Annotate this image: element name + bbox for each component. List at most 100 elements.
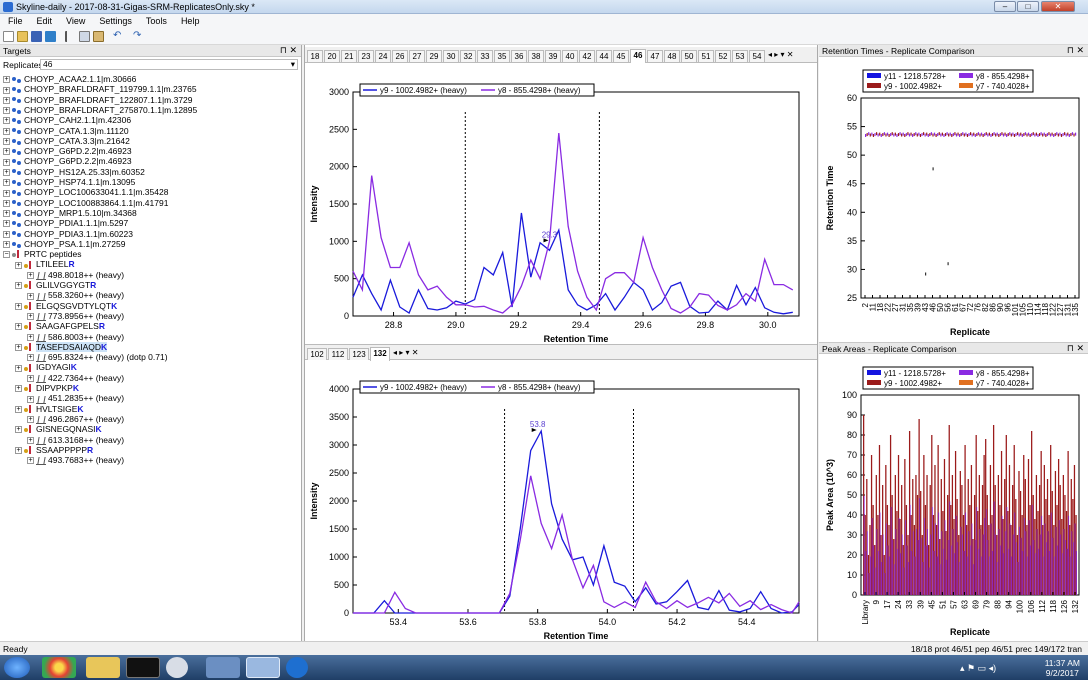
pin-icon[interactable]: ⊓ ✕: [1066, 343, 1084, 353]
tree-item[interactable]: + CHOYP_BRAFLDRAFT_122807.1.1|m.3729: [3, 95, 193, 105]
import-icon[interactable]: [45, 31, 56, 42]
tree-item[interactable]: +493.7683++ (heavy): [27, 455, 124, 466]
undo-icon[interactable]: ↶: [113, 30, 122, 41]
expand-icon[interactable]: +: [3, 96, 10, 104]
expand-icon[interactable]: +: [3, 117, 10, 125]
expand-icon[interactable]: +: [15, 405, 22, 413]
tree-item[interactable]: +422.7364++ (heavy): [27, 373, 124, 383]
tab-replicate-123[interactable]: 123: [349, 348, 369, 360]
chrome-icon[interactable]: [42, 657, 76, 678]
tab-replicate-53[interactable]: 53: [732, 50, 748, 62]
tab-replicate-21[interactable]: 21: [341, 50, 357, 62]
tab-replicate-42[interactable]: 42: [579, 50, 595, 62]
tab-replicate-20[interactable]: 20: [324, 50, 340, 62]
pin-icon[interactable]: ⊓ ✕: [279, 45, 297, 55]
expand-icon[interactable]: +: [15, 323, 22, 331]
file-explorer-icon[interactable]: [86, 657, 120, 678]
tab-replicate-23[interactable]: 23: [358, 50, 374, 62]
tree-item[interactable]: + CHOYP_BRAFLDRAFT_275870.1.1|m.12895: [3, 105, 197, 115]
terminal-icon[interactable]: [126, 657, 160, 678]
tab-replicate-47[interactable]: 47: [647, 50, 663, 62]
pin-icon[interactable]: ⊓ ✕: [1066, 45, 1084, 55]
tab-replicate-18[interactable]: 18: [307, 50, 323, 62]
expand-icon[interactable]: −: [3, 251, 10, 259]
copy-icon[interactable]: [79, 31, 90, 42]
redo-icon[interactable]: ↷: [133, 30, 142, 41]
tree-item[interactable]: + TASEFDSAIAQDK: [15, 341, 108, 352]
tree-item[interactable]: + CHOYP_LOC100883864.1.1|m.41791: [3, 198, 168, 208]
expand-icon[interactable]: +: [3, 127, 10, 135]
save-icon[interactable]: [31, 31, 42, 42]
expand-icon[interactable]: +: [15, 282, 22, 290]
tab-replicate-112[interactable]: 112: [328, 348, 348, 360]
tab-replicate-40[interactable]: 40: [562, 50, 578, 62]
tree-item[interactable]: +496.2867++ (heavy): [27, 414, 124, 425]
tab-replicate-48[interactable]: 48: [664, 50, 680, 62]
expand-icon[interactable]: +: [3, 158, 10, 166]
tree-item[interactable]: + ELGQSGVDTYLQTK: [15, 301, 117, 311]
skyline-runner-icon[interactable]: [166, 657, 188, 678]
expand-icon[interactable]: +: [3, 241, 10, 249]
tab-replicate-33[interactable]: 33: [477, 50, 493, 62]
peak-area-chart[interactable]: y11 - 1218.5728+ y8 - 855.4298+ y9 - 1002.…: [819, 355, 1088, 641]
tree-item[interactable]: +613.3168++ (heavy): [27, 435, 124, 445]
tab-replicate-36[interactable]: 36: [511, 50, 527, 62]
expand-icon[interactable]: +: [3, 189, 10, 197]
tree-item[interactable]: + SSAAPPPPPR: [15, 445, 93, 455]
expand-icon[interactable]: +: [15, 426, 22, 434]
tree-item[interactable]: + CHOYP_CATA.3.3|m.21642: [3, 136, 130, 146]
tree-item[interactable]: + CHOYP_ACAA2.1.1|m.30666: [3, 74, 136, 84]
replicates-combo[interactable]: 46 ▾: [40, 59, 298, 70]
tree-item[interactable]: + DIPVPKPK: [15, 383, 79, 393]
expand-icon[interactable]: +: [3, 76, 10, 84]
expand-icon[interactable]: +: [3, 86, 10, 94]
expand-icon[interactable]: +: [15, 302, 22, 310]
tree-item[interactable]: + SAAGAFGPELSR: [15, 321, 105, 331]
tab-replicate-29[interactable]: 29: [426, 50, 442, 62]
tab-replicate-38[interactable]: 38: [528, 50, 544, 62]
expand-icon[interactable]: +: [27, 271, 34, 279]
expand-icon[interactable]: +: [15, 447, 22, 455]
menu-edit[interactable]: Edit: [36, 16, 53, 26]
expand-icon[interactable]: +: [27, 313, 34, 321]
tree-item[interactable]: − PRTC peptides: [3, 249, 81, 259]
tab-replicate-102[interactable]: 102: [307, 348, 327, 360]
expand-icon[interactable]: +: [27, 374, 34, 382]
expand-icon[interactable]: +: [27, 436, 34, 444]
expand-icon[interactable]: +: [3, 220, 10, 228]
tree-item[interactable]: + LTILEELR: [15, 259, 75, 269]
expand-icon[interactable]: +: [27, 395, 34, 403]
tab-replicate-45[interactable]: 45: [613, 50, 629, 62]
open-folder-icon[interactable]: [17, 31, 28, 42]
tree-item[interactable]: + CHOYP_PDIA3.1.1|m.60223: [3, 229, 133, 239]
menu-help[interactable]: Help: [180, 16, 200, 26]
tab-replicate-39[interactable]: 39: [545, 50, 561, 62]
tree-item[interactable]: +451.2835++ (heavy): [27, 393, 124, 404]
tab-controls[interactable]: ◂ ▸ ▾ ✕: [393, 348, 419, 357]
new-file-icon[interactable]: [3, 31, 14, 42]
tree-item[interactable]: +558.3260++ (heavy): [27, 290, 124, 301]
tree-item[interactable]: + GISNEGQNASIK: [15, 424, 102, 434]
tab-replicate-46[interactable]: 46: [630, 49, 646, 63]
cut-icon[interactable]: [65, 31, 73, 42]
tab-replicate-51[interactable]: 51: [698, 50, 714, 62]
tree-item[interactable]: + CHOYP_MRP1.5.10|m.34368: [3, 208, 137, 218]
tree-item[interactable]: + CHOYP_PSA.1.1|m.27259: [3, 239, 125, 249]
tab-replicate-132[interactable]: 132: [370, 347, 390, 361]
menu-tools[interactable]: Tools: [145, 16, 167, 26]
expand-icon[interactable]: +: [3, 230, 10, 238]
tree-item[interactable]: +586.8003++ (heavy): [27, 332, 124, 342]
skyline-daily-icon[interactable]: [246, 657, 280, 678]
tab-replicate-26[interactable]: 26: [392, 50, 408, 62]
teamviewer-icon[interactable]: [286, 657, 308, 678]
expand-icon[interactable]: +: [15, 344, 22, 352]
tree-item[interactable]: + HVLTSIGEK: [15, 404, 84, 414]
expand-icon[interactable]: +: [3, 168, 10, 176]
tree-item[interactable]: +773.8956++ (heavy): [27, 311, 124, 322]
menu-file[interactable]: File: [8, 16, 23, 26]
tree-item[interactable]: +498.8018++ (heavy): [27, 270, 124, 280]
tree-item[interactable]: + CHOYP_G6PD.2.2|m.46923: [3, 156, 132, 166]
expand-icon[interactable]: +: [27, 354, 34, 362]
chromatogram-bottom[interactable]: y9 - 1002.4982+ (heavy) y8 - 855.4298+ (h…: [305, 361, 817, 639]
chromatogram-top[interactable]: y9 - 1002.4982+ (heavy) y8 - 855.4298+ (h…: [305, 64, 817, 342]
